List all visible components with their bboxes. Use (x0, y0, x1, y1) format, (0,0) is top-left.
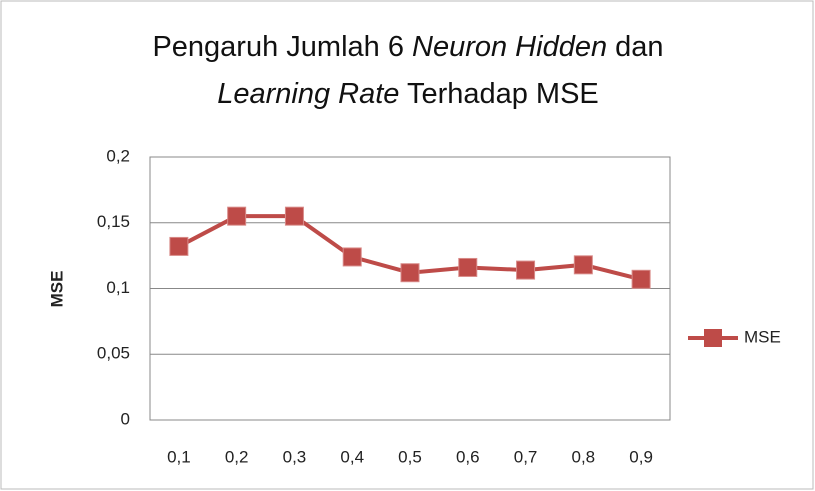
y-tick-label: 0,15 (97, 212, 130, 231)
legend-marker (704, 329, 722, 347)
chart-title: Learning Rate Terhadap MSE (217, 78, 599, 110)
marker (573, 255, 593, 275)
marker (227, 206, 247, 226)
marker (342, 247, 362, 267)
marker (631, 269, 651, 289)
legend-label: MSE (744, 327, 781, 346)
x-tick-label: 0,5 (398, 447, 422, 466)
x-tick-label: 0,7 (514, 447, 538, 466)
x-tick-label: 0,9 (629, 447, 653, 466)
marker (169, 236, 189, 256)
x-tick-label: 0,6 (456, 447, 480, 466)
x-tick-label: 0,3 (283, 447, 307, 466)
y-tick-label: 0,05 (97, 344, 130, 363)
marker (458, 257, 478, 277)
x-tick-label: 0,8 (572, 447, 596, 466)
y-tick-label: 0,1 (106, 278, 130, 297)
chart-title: Pengaruh Jumlah 6 Neuron Hidden dan (152, 31, 663, 63)
y-tick-label: 0,2 (106, 146, 130, 165)
marker (284, 206, 304, 226)
y-tick-label: 0 (121, 409, 130, 428)
x-tick-label: 0,1 (167, 447, 191, 466)
y-axis-label: MSE (47, 271, 66, 308)
x-tick-label: 0,2 (225, 447, 249, 466)
x-tick-label: 0,4 (340, 447, 364, 466)
marker (400, 263, 420, 283)
marker (516, 260, 536, 280)
